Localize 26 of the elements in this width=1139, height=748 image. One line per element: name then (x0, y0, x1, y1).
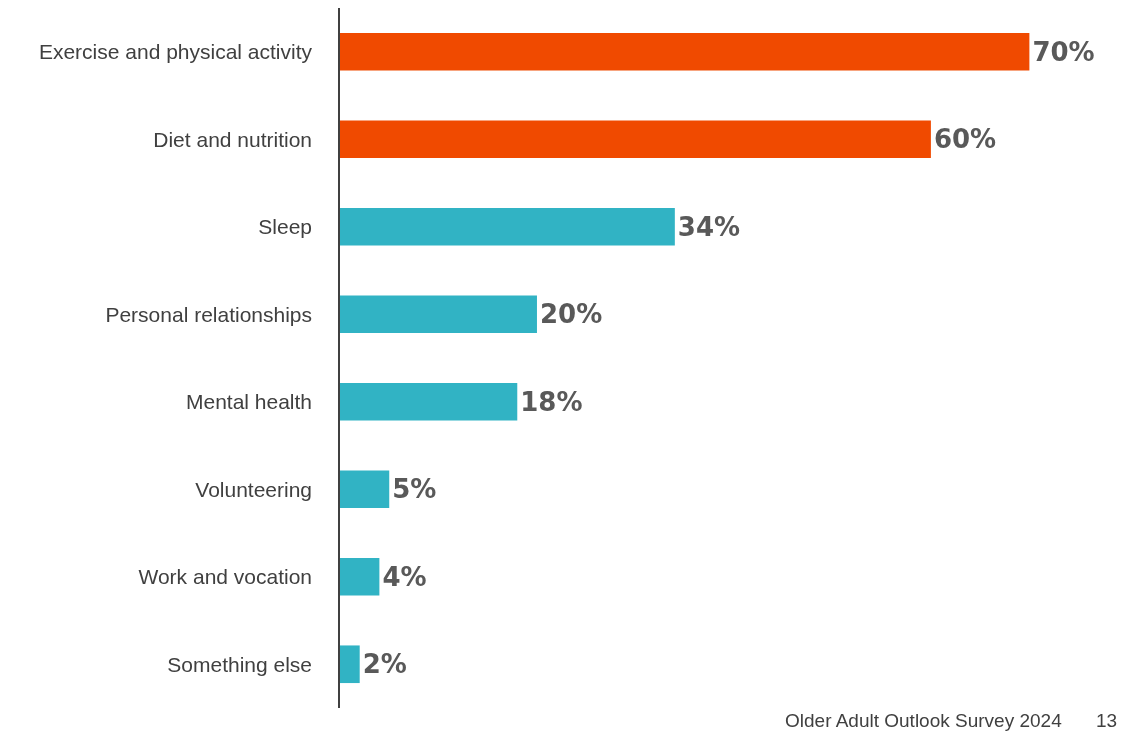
y-tick-label: Something else (167, 652, 313, 676)
y-tick-label: Exercise and physical activity (38, 40, 313, 64)
y-tick-label: Personal relationships (105, 302, 313, 326)
text: Older Adult Outlook Survey 2024 (785, 710, 1063, 731)
bar (340, 295, 537, 334)
text: 13 (1096, 710, 1118, 731)
y-tick-label: Work and vocation (138, 565, 313, 589)
data-label: 20% (539, 299, 603, 330)
y-tick-label: Diet and nutrition (153, 127, 313, 151)
bar (340, 645, 360, 684)
data-label: 18% (520, 386, 583, 417)
bar (340, 207, 675, 246)
bar (340, 470, 390, 509)
bar (340, 120, 931, 159)
data-label: 60% (933, 124, 997, 155)
data-label: 4% (382, 561, 427, 592)
y-tick-label: Volunteering (195, 477, 313, 501)
data-label: 5% (392, 474, 437, 505)
bar (340, 382, 518, 421)
data-label: 2% (362, 649, 407, 680)
data-label: 70% (1032, 36, 1095, 67)
data-label: 34% (677, 211, 741, 242)
y-tick-label: Sleep (258, 215, 313, 239)
y-tick-label: Mental health (185, 390, 313, 414)
bar (340, 32, 1030, 71)
bar (340, 557, 380, 596)
